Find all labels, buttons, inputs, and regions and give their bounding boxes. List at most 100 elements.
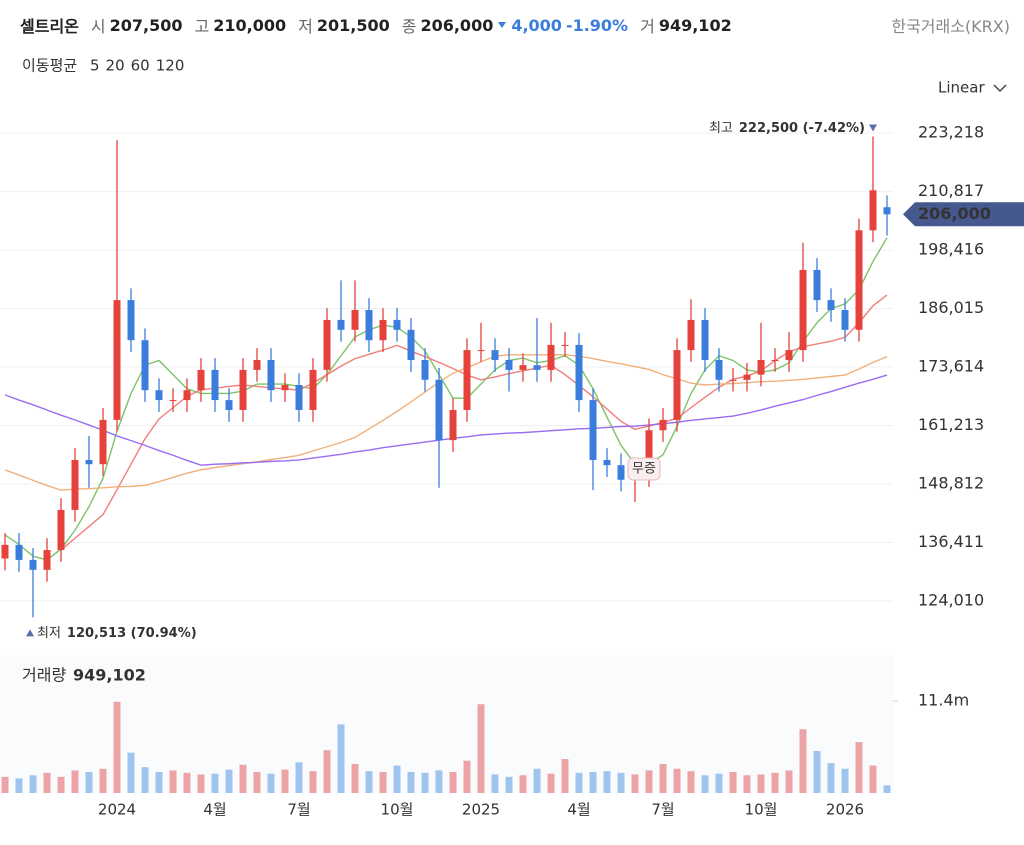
candle-body [435,379,443,441]
volume-bar [169,770,177,793]
volume-bar [393,765,401,793]
volume-bar [841,768,849,793]
candle-body [99,419,107,465]
candle-body [617,465,625,480]
x-tick-label: 4월 [203,801,226,819]
candle-body [365,310,373,341]
volume-bar [687,771,695,793]
y-tick-label: 210,817 [918,181,984,200]
candle-body [659,419,667,431]
candle-body [771,360,779,362]
candle-body [71,459,79,510]
candle-body [687,319,695,351]
volume-bar [113,701,121,793]
volume-bar [631,774,639,793]
ma-label: 이동평균 [22,57,77,75]
volume-bar [435,770,443,793]
scale-mode[interactable]: Linear [938,79,985,97]
open-label: 시 [90,17,106,36]
candle-body [267,360,275,391]
low-annotation-prefix: 최저 [37,626,61,641]
candle-body [323,319,331,370]
volume-bar [141,767,149,793]
volume-bar [99,768,107,793]
open: 207,500 [109,15,183,35]
volume-bar [57,776,65,793]
y-tick-label: 161,213 [918,415,984,434]
candle-body [225,400,233,410]
candle-body [533,365,541,370]
candle-body [519,365,527,370]
volume-bar [547,773,555,793]
volume-bar [15,778,23,793]
y-tick-label: 148,812 [918,473,984,492]
volume-bar [323,750,331,793]
volume-bar [519,775,527,793]
candle-body [239,369,247,410]
candle-body [1,544,9,559]
candle-body [673,350,681,420]
volume-bar [225,769,233,793]
high: 210,000 [213,15,287,35]
candle-body [169,400,177,402]
candle-body [295,384,303,410]
legend-entry: 20 [106,57,125,75]
candle-body [281,384,289,391]
high-annotation-prefix: 최고 [709,121,733,136]
high-annotation-value: 222,500 (-7.42%) [739,121,865,136]
candle-body [197,369,205,391]
candle-body [113,300,121,420]
price-tag-label: 206,000 [918,204,991,223]
volume-bar [155,772,163,793]
price-tag [903,202,1024,227]
high-label: 고 [194,17,210,36]
volume-label: 거 [640,17,655,36]
candle-body [43,550,51,570]
volume-bar [617,772,625,793]
low-marker [26,629,34,637]
volume-bar [407,772,415,793]
candle-body [813,269,821,301]
candle-body [407,329,415,361]
volume-bar [239,764,247,793]
candle-body [127,300,135,341]
candle-body [589,400,597,460]
candle-body [491,350,499,361]
volume-bar [337,724,345,793]
volume-bar [827,763,835,793]
volume-bar [85,772,93,793]
candle-body [743,374,751,380]
candle-body [85,459,93,465]
candle-body [841,310,849,330]
candle-body [603,459,611,466]
volume-bar [365,771,373,793]
candle-body [393,319,401,330]
candle-body [855,230,863,330]
volume-panel [0,655,893,793]
high-marker [869,124,877,132]
y-tick-label: 223,218 [918,123,984,142]
candle-body [183,390,191,401]
volume-bar [813,751,821,793]
candle-body [575,344,583,401]
volume-bar [449,772,457,793]
volume-bar [43,772,51,793]
volume-bar [533,768,541,793]
candle-body [561,344,569,346]
candle-body [337,319,345,330]
x-tick-label: 2024 [98,801,136,819]
change-pct: -1.90% [565,15,629,35]
dropdown-icon[interactable] [993,84,1007,93]
volume-bar [715,773,723,793]
x-tick-label: 10월 [745,801,778,819]
candle-body [799,269,807,351]
y-tick-label: 198,416 [918,240,984,259]
volume-bar [253,772,261,793]
y-tick-label: 173,614 [918,357,984,376]
ma-line [4,237,888,561]
candle-body [379,319,387,341]
volume-bar [785,770,793,793]
y-tick-label: 186,015 [918,298,984,317]
y-tick-label: 124,010 [918,590,984,609]
candle-body [715,360,723,380]
